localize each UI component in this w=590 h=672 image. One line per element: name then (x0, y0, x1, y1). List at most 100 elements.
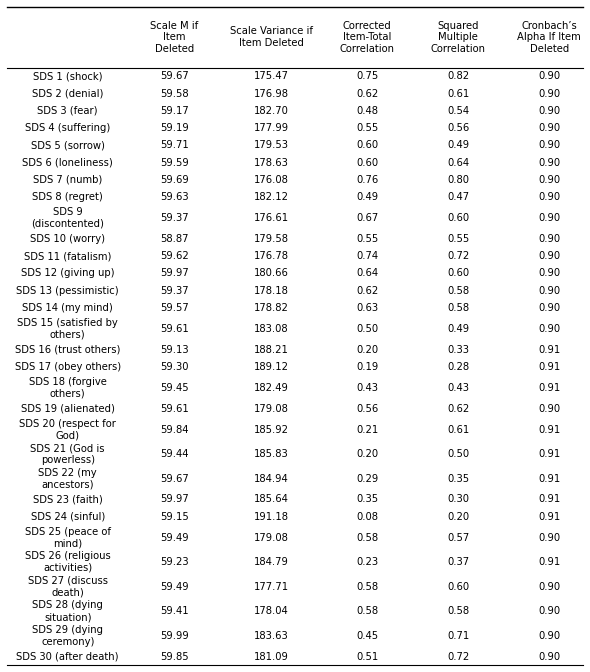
Text: 189.12: 189.12 (254, 362, 289, 372)
Text: 0.91: 0.91 (538, 383, 560, 392)
Text: SDS 1 (shock): SDS 1 (shock) (33, 71, 103, 81)
Text: 0.49: 0.49 (447, 140, 470, 151)
Text: 0.55: 0.55 (356, 234, 378, 244)
Text: 59.49: 59.49 (160, 582, 189, 591)
Text: SDS 2 (denial): SDS 2 (denial) (32, 89, 103, 99)
Text: SDS 9
(discontented): SDS 9 (discontented) (31, 207, 104, 228)
Text: 0.08: 0.08 (356, 511, 378, 521)
Text: 59.49: 59.49 (160, 533, 189, 542)
Text: 59.57: 59.57 (160, 303, 189, 312)
Text: 0.90: 0.90 (538, 404, 560, 414)
Text: 185.83: 185.83 (254, 449, 289, 459)
Text: 0.35: 0.35 (447, 474, 470, 484)
Text: 0.76: 0.76 (356, 175, 378, 185)
Text: 59.71: 59.71 (160, 140, 189, 151)
Text: 59.99: 59.99 (160, 631, 189, 641)
Text: SDS 13 (pessimistic): SDS 13 (pessimistic) (17, 286, 119, 296)
Text: SDS 24 (sinful): SDS 24 (sinful) (31, 511, 105, 521)
Text: 0.72: 0.72 (447, 251, 470, 261)
Text: SDS 7 (numb): SDS 7 (numb) (33, 175, 102, 185)
Text: 59.15: 59.15 (160, 511, 189, 521)
Text: SDS 20 (respect for
God): SDS 20 (respect for God) (19, 419, 116, 440)
Text: SDS 26 (religious
activities): SDS 26 (religious activities) (25, 551, 110, 573)
Text: 0.90: 0.90 (538, 71, 560, 81)
Text: 59.97: 59.97 (160, 495, 189, 505)
Text: 176.98: 176.98 (254, 89, 289, 99)
Text: SDS 6 (loneliness): SDS 6 (loneliness) (22, 157, 113, 167)
Text: SDS 5 (sorrow): SDS 5 (sorrow) (31, 140, 104, 151)
Text: 0.90: 0.90 (538, 303, 560, 312)
Text: 0.43: 0.43 (447, 383, 469, 392)
Text: 0.90: 0.90 (538, 89, 560, 99)
Text: 59.69: 59.69 (160, 175, 189, 185)
Text: 0.23: 0.23 (356, 557, 378, 567)
Text: 178.04: 178.04 (254, 606, 289, 616)
Text: 0.91: 0.91 (538, 449, 560, 459)
Text: 0.91: 0.91 (538, 495, 560, 505)
Text: 0.91: 0.91 (538, 511, 560, 521)
Text: 0.58: 0.58 (447, 286, 470, 296)
Text: 0.35: 0.35 (356, 495, 378, 505)
Text: 59.45: 59.45 (160, 383, 189, 392)
Text: 0.62: 0.62 (356, 89, 378, 99)
Text: SDS 3 (fear): SDS 3 (fear) (37, 106, 98, 116)
Text: 0.20: 0.20 (447, 511, 470, 521)
Text: 0.90: 0.90 (538, 157, 560, 167)
Text: 182.12: 182.12 (254, 192, 289, 202)
Text: 176.08: 176.08 (254, 175, 289, 185)
Text: 0.20: 0.20 (356, 449, 378, 459)
Text: 0.80: 0.80 (447, 175, 469, 185)
Text: SDS 10 (worry): SDS 10 (worry) (30, 234, 105, 244)
Text: 0.91: 0.91 (538, 362, 560, 372)
Text: 184.94: 184.94 (254, 474, 289, 484)
Text: 0.91: 0.91 (538, 557, 560, 567)
Text: 59.62: 59.62 (160, 251, 189, 261)
Text: 0.30: 0.30 (447, 495, 469, 505)
Text: 180.66: 180.66 (254, 268, 289, 278)
Text: 0.67: 0.67 (356, 213, 378, 223)
Text: 0.62: 0.62 (447, 404, 470, 414)
Text: 0.74: 0.74 (356, 251, 378, 261)
Text: 183.08: 183.08 (254, 324, 289, 334)
Text: 59.37: 59.37 (160, 213, 189, 223)
Text: 179.08: 179.08 (254, 533, 289, 542)
Text: 184.79: 184.79 (254, 557, 289, 567)
Text: 0.45: 0.45 (356, 631, 378, 641)
Text: 59.37: 59.37 (160, 286, 189, 296)
Text: 178.18: 178.18 (254, 286, 289, 296)
Text: 182.49: 182.49 (254, 383, 289, 392)
Text: 181.09: 181.09 (254, 652, 289, 662)
Text: 59.84: 59.84 (160, 425, 189, 435)
Text: 0.60: 0.60 (356, 157, 378, 167)
Text: 59.97: 59.97 (160, 268, 189, 278)
Text: 0.72: 0.72 (447, 652, 470, 662)
Text: SDS 22 (my
ancestors): SDS 22 (my ancestors) (38, 468, 97, 489)
Text: 0.33: 0.33 (447, 345, 469, 355)
Text: 0.57: 0.57 (447, 533, 470, 542)
Text: 0.20: 0.20 (356, 345, 378, 355)
Text: 0.51: 0.51 (356, 652, 378, 662)
Text: 0.58: 0.58 (447, 606, 470, 616)
Text: Corrected
Item-Total
Correlation: Corrected Item-Total Correlation (340, 21, 395, 54)
Text: 0.82: 0.82 (447, 71, 470, 81)
Text: 0.60: 0.60 (447, 213, 470, 223)
Text: 0.49: 0.49 (356, 192, 378, 202)
Text: 0.56: 0.56 (356, 404, 378, 414)
Text: SDS 19 (alienated): SDS 19 (alienated) (21, 404, 114, 414)
Text: SDS 21 (God is
powerless): SDS 21 (God is powerless) (31, 444, 105, 465)
Text: 59.44: 59.44 (160, 449, 189, 459)
Text: 183.63: 183.63 (254, 631, 289, 641)
Text: 59.13: 59.13 (160, 345, 189, 355)
Text: 0.21: 0.21 (356, 425, 378, 435)
Text: 177.71: 177.71 (254, 582, 289, 591)
Text: 188.21: 188.21 (254, 345, 289, 355)
Text: 0.91: 0.91 (538, 425, 560, 435)
Text: SDS 12 (giving up): SDS 12 (giving up) (21, 268, 114, 278)
Text: 0.55: 0.55 (356, 123, 378, 133)
Text: SDS 17 (obey others): SDS 17 (obey others) (15, 362, 121, 372)
Text: 175.47: 175.47 (254, 71, 289, 81)
Text: 0.62: 0.62 (356, 286, 378, 296)
Text: 179.53: 179.53 (254, 140, 289, 151)
Text: 0.71: 0.71 (447, 631, 470, 641)
Text: SDS 28 (dying
situation): SDS 28 (dying situation) (32, 600, 103, 622)
